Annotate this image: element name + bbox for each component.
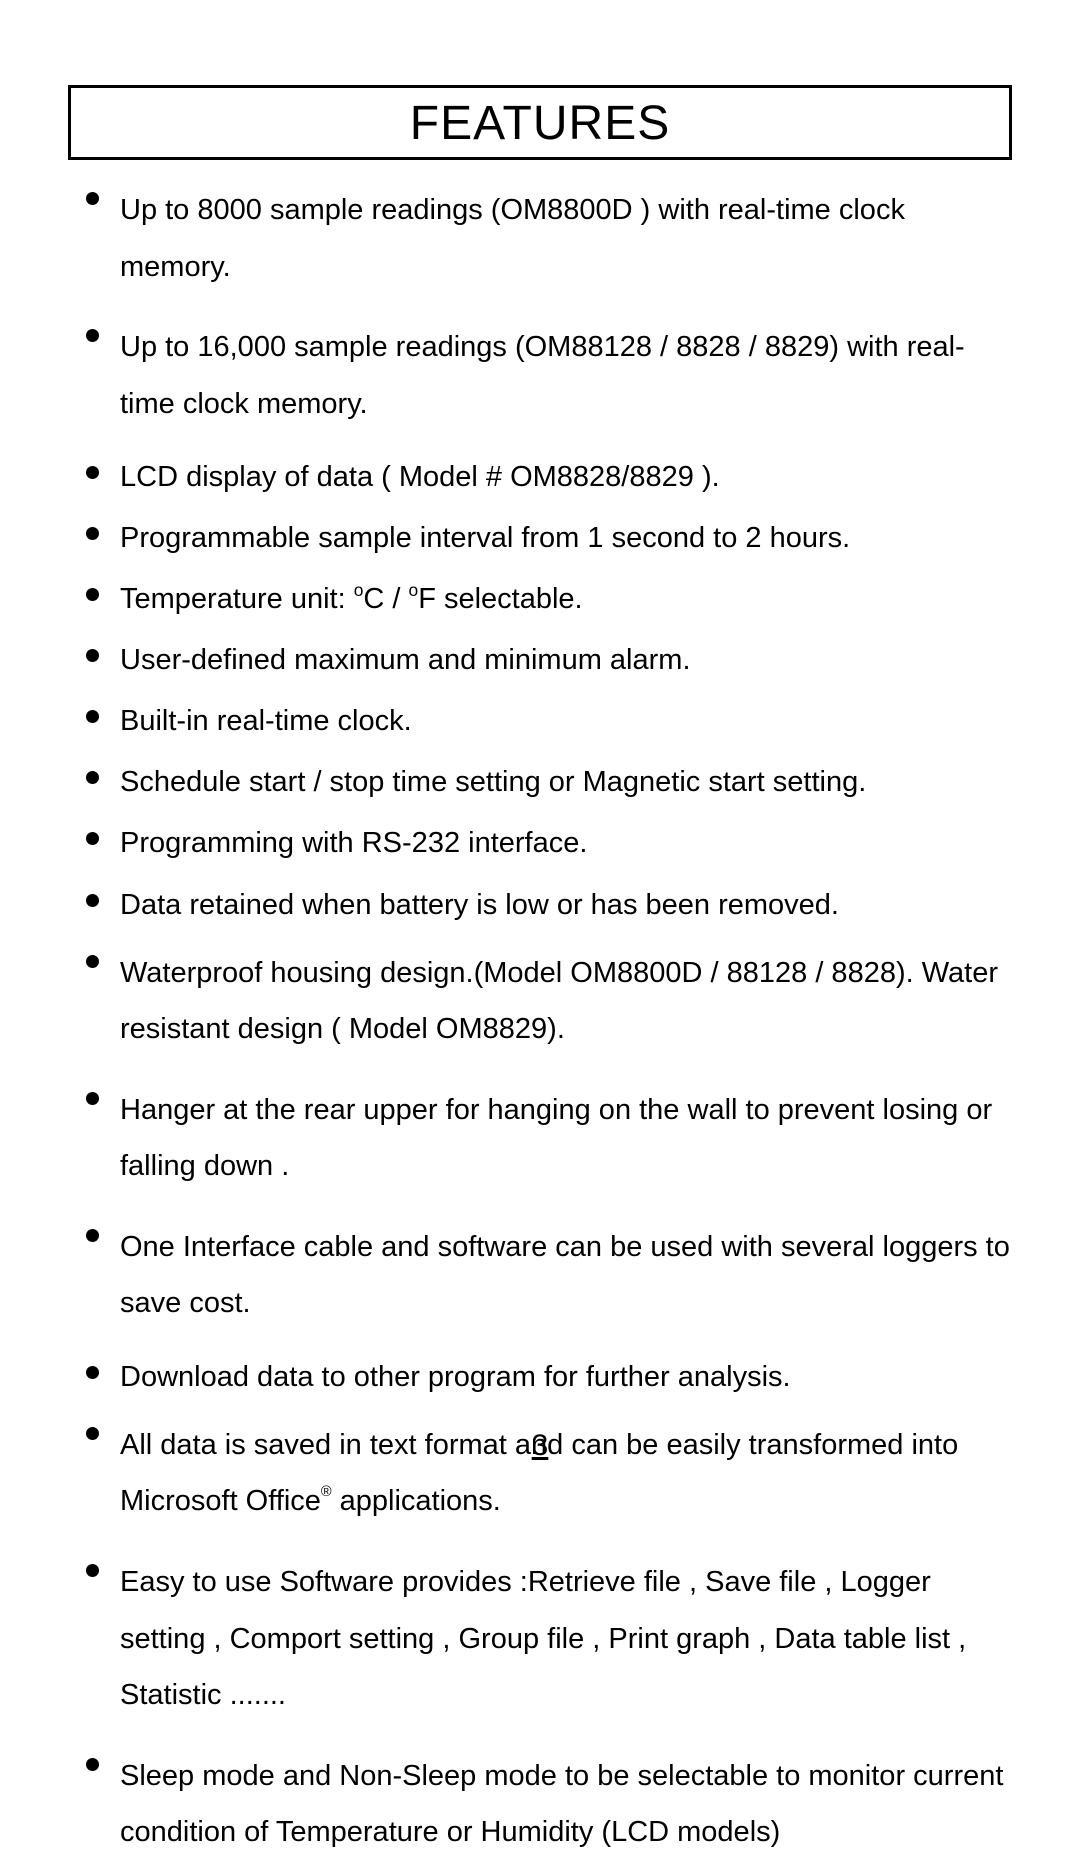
list-item: Data retained when battery is low or has… <box>86 884 1012 926</box>
list-item: One Interface cable and software can be … <box>86 1219 1012 1332</box>
list-item: Built-in real-time clock. <box>86 700 1012 742</box>
degree-symbol: o <box>354 580 364 600</box>
page-number: 3 <box>532 1429 549 1463</box>
list-item: Waterproof housing design.(Model OM8800D… <box>86 945 1012 1058</box>
bullet-icon <box>86 466 99 479</box>
feature-text: Hanger at the rear upper for hanging on … <box>120 1094 992 1183</box>
feature-text: Download data to other program for furth… <box>120 1361 791 1393</box>
bullet-icon <box>86 771 99 784</box>
bullet-icon <box>86 894 99 907</box>
registered-symbol: ® <box>321 1484 332 1500</box>
temp-c: C / <box>363 583 408 615</box>
list-item: Temperature unit: oC / oF selectable. <box>86 578 1012 620</box>
feature-text: LCD display of data ( Model # OM8828/882… <box>120 461 720 493</box>
list-item: Hanger at the rear upper for hanging on … <box>86 1082 1012 1195</box>
feature-text: Programmable sample interval from 1 seco… <box>120 522 850 554</box>
feature-text: One Interface cable and software can be … <box>120 1231 1010 1320</box>
feature-text: Sleep mode and Non-Sleep mode to be sele… <box>120 1760 1003 1849</box>
feature-text: Waterproof housing design.(Model OM8800D… <box>120 957 998 1046</box>
feature-text: Built-in real-time clock. <box>120 705 412 737</box>
list-item: All data is saved in text format and can… <box>86 1417 1012 1530</box>
list-item: Easy to use Software provides :Retrieve … <box>86 1554 1012 1724</box>
list-item: Programmable sample interval from 1 seco… <box>86 517 1012 559</box>
feature-text: Easy to use Software provides :Retrieve … <box>120 1566 966 1711</box>
list-item: Programming with RS-232 interface. <box>86 822 1012 864</box>
temp-pre: Temperature unit: <box>120 583 346 615</box>
bullet-icon <box>86 649 99 662</box>
feature-text: Temperature unit: oC / oF selectable. <box>120 583 583 615</box>
bullet-icon <box>86 1229 99 1242</box>
feature-text: Data retained when battery is low or has… <box>120 889 839 921</box>
feature-list: Up to 8000 sample readings (OM8800D ) wi… <box>68 182 1012 1861</box>
feature-text: Programming with RS-232 interface. <box>120 827 587 859</box>
bullet-icon <box>86 1564 99 1577</box>
bullet-icon <box>86 192 99 205</box>
temp-f: F selectable. <box>418 583 582 615</box>
list-item: Up to 8000 sample readings (OM8800D ) wi… <box>86 182 1012 295</box>
feature-text: Schedule start / stop time setting or Ma… <box>120 766 866 798</box>
feature-text: Up to 8000 sample readings (OM8800D ) wi… <box>120 194 905 283</box>
page-title: FEATURES <box>71 96 1009 151</box>
b15-post: applications. <box>332 1485 501 1517</box>
list-item: Up to 16,000 sample readings (OM88128 / … <box>86 319 1012 432</box>
feature-text: Up to 16,000 sample readings (OM88128 / … <box>120 331 965 420</box>
list-item: Download data to other program for furth… <box>86 1356 1012 1398</box>
bullet-icon <box>86 588 99 601</box>
bullet-icon <box>86 1427 99 1440</box>
list-item: User-defined maximum and minimum alarm. <box>86 639 1012 681</box>
bullet-icon <box>86 1092 99 1105</box>
bullet-icon <box>86 955 99 968</box>
list-item: LCD display of data ( Model # OM8828/882… <box>86 456 1012 498</box>
feature-text: User-defined maximum and minimum alarm. <box>120 644 691 676</box>
bullet-icon <box>86 1758 99 1771</box>
title-box: FEATURES <box>68 85 1012 160</box>
bullet-icon <box>86 329 99 342</box>
bullet-icon <box>86 527 99 540</box>
bullet-icon <box>86 832 99 845</box>
bullet-icon <box>86 710 99 723</box>
degree-symbol: o <box>409 580 419 600</box>
bullet-icon <box>86 1366 99 1379</box>
list-item: Sleep mode and Non-Sleep mode to be sele… <box>86 1748 1012 1861</box>
list-item: Schedule start / stop time setting or Ma… <box>86 761 1012 803</box>
